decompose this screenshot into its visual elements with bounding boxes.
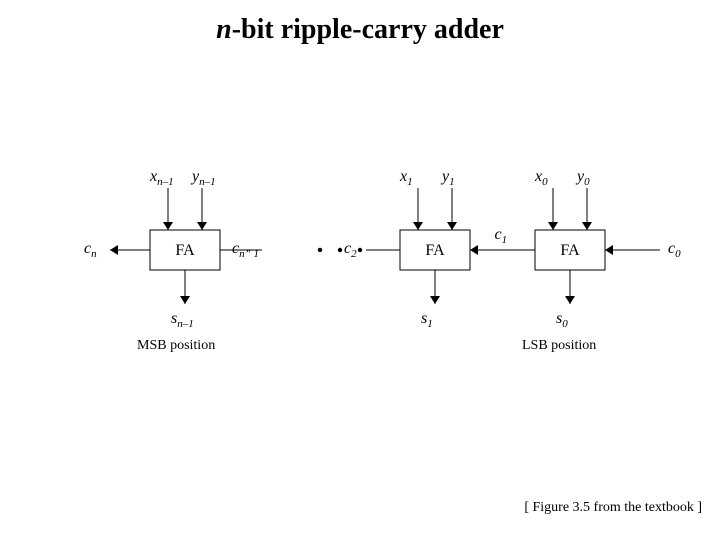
carry-out-label: c2 — [344, 240, 357, 260]
ripple-carry-diagram: FA FA FA — [0, 160, 720, 380]
carry-mid-label: c1 — [495, 226, 508, 246]
carry-in-label: cn” 1 — [232, 240, 259, 260]
svg-text:FA: FA — [425, 242, 445, 259]
position-label: LSB position — [522, 338, 596, 354]
carry-out-label: cn — [84, 240, 97, 260]
sum-label: s1 — [421, 310, 433, 330]
y-input-label: yn–1 — [192, 168, 216, 188]
sum-label: s0 — [556, 310, 568, 330]
svg-text:FA: FA — [560, 242, 580, 259]
figure-caption: [ Figure 3.5 from the textbook ] — [524, 500, 702, 516]
x-input-label: x1 — [400, 168, 413, 188]
y-input-label: y1 — [442, 168, 455, 188]
position-label: MSB position — [137, 338, 215, 354]
svg-text:FA: FA — [175, 242, 195, 259]
y-input-label: y0 — [577, 168, 590, 188]
page-title: n-bit ripple-carry adder — [0, 14, 720, 46]
x-input-label: x0 — [535, 168, 548, 188]
carry-in-label: c0 — [668, 240, 681, 260]
x-input-label: xn–1 — [150, 168, 174, 188]
sum-label: sn–1 — [171, 310, 194, 330]
